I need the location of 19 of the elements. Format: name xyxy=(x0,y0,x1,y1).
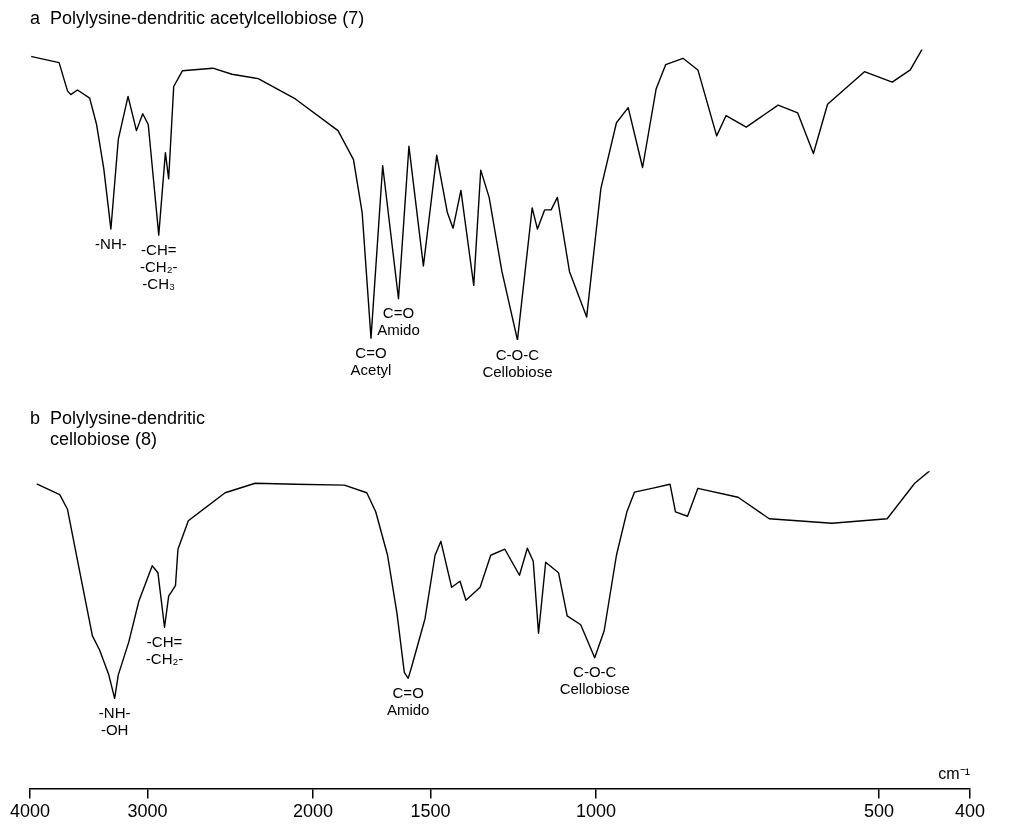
x-tick-label: 3000 xyxy=(127,801,168,822)
x-tick-label: 2000 xyxy=(292,801,333,822)
annotation: -CH= -CH₂- xyxy=(145,632,184,667)
x-tick-label: 1000 xyxy=(575,801,616,822)
x-tick-label: 500 xyxy=(863,801,894,822)
annotation: C=O Amido xyxy=(386,683,430,718)
chart-title: a Polylysine-dendritic acetylcellobiose (7) xyxy=(30,7,365,28)
annotation: -CH= -CH₂- -CH₃ xyxy=(140,240,178,292)
annotation: C-O-C Cellobiose xyxy=(559,663,630,698)
annotation: C=O Acetyl xyxy=(350,343,392,378)
x-tick-label: 1500 xyxy=(410,801,451,822)
annotation: -NH- -OH xyxy=(98,703,131,738)
annotation: C-O-C Cellobiose xyxy=(482,345,553,380)
chart-title: b Polylysine-dendritic cellobiose (8) xyxy=(30,407,206,450)
annotation: C=O Amido xyxy=(377,304,420,339)
annotation: -NH- xyxy=(95,234,127,252)
x-tick-label: 4000 xyxy=(9,801,51,822)
x-axis-title: cm⁻¹ xyxy=(938,764,970,782)
x-tick-label: 400 xyxy=(954,801,986,822)
